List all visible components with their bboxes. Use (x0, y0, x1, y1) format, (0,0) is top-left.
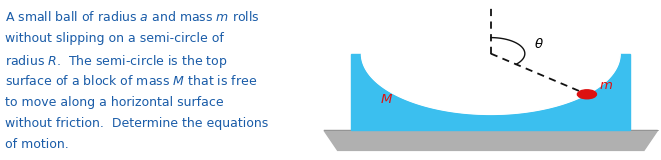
Text: to move along a horizontal surface: to move along a horizontal surface (5, 96, 223, 108)
Text: without friction.  Determine the equations: without friction. Determine the equation… (5, 117, 268, 130)
Text: $\theta$: $\theta$ (534, 37, 544, 52)
Circle shape (578, 90, 596, 99)
Text: of motion.: of motion. (5, 138, 69, 151)
Text: $m$: $m$ (599, 79, 613, 92)
Polygon shape (351, 54, 631, 130)
Text: surface of a block of mass $M$ that is free: surface of a block of mass $M$ that is f… (5, 74, 257, 88)
Text: radius $R$.  The semi-circle is the top: radius $R$. The semi-circle is the top (5, 53, 227, 70)
Text: $M$: $M$ (380, 93, 393, 106)
Polygon shape (324, 130, 658, 150)
Text: without slipping on a semi-circle of: without slipping on a semi-circle of (5, 32, 223, 45)
Polygon shape (362, 54, 620, 114)
Text: A small ball of radius $a$ and mass $m$ rolls: A small ball of radius $a$ and mass $m$ … (5, 10, 260, 24)
